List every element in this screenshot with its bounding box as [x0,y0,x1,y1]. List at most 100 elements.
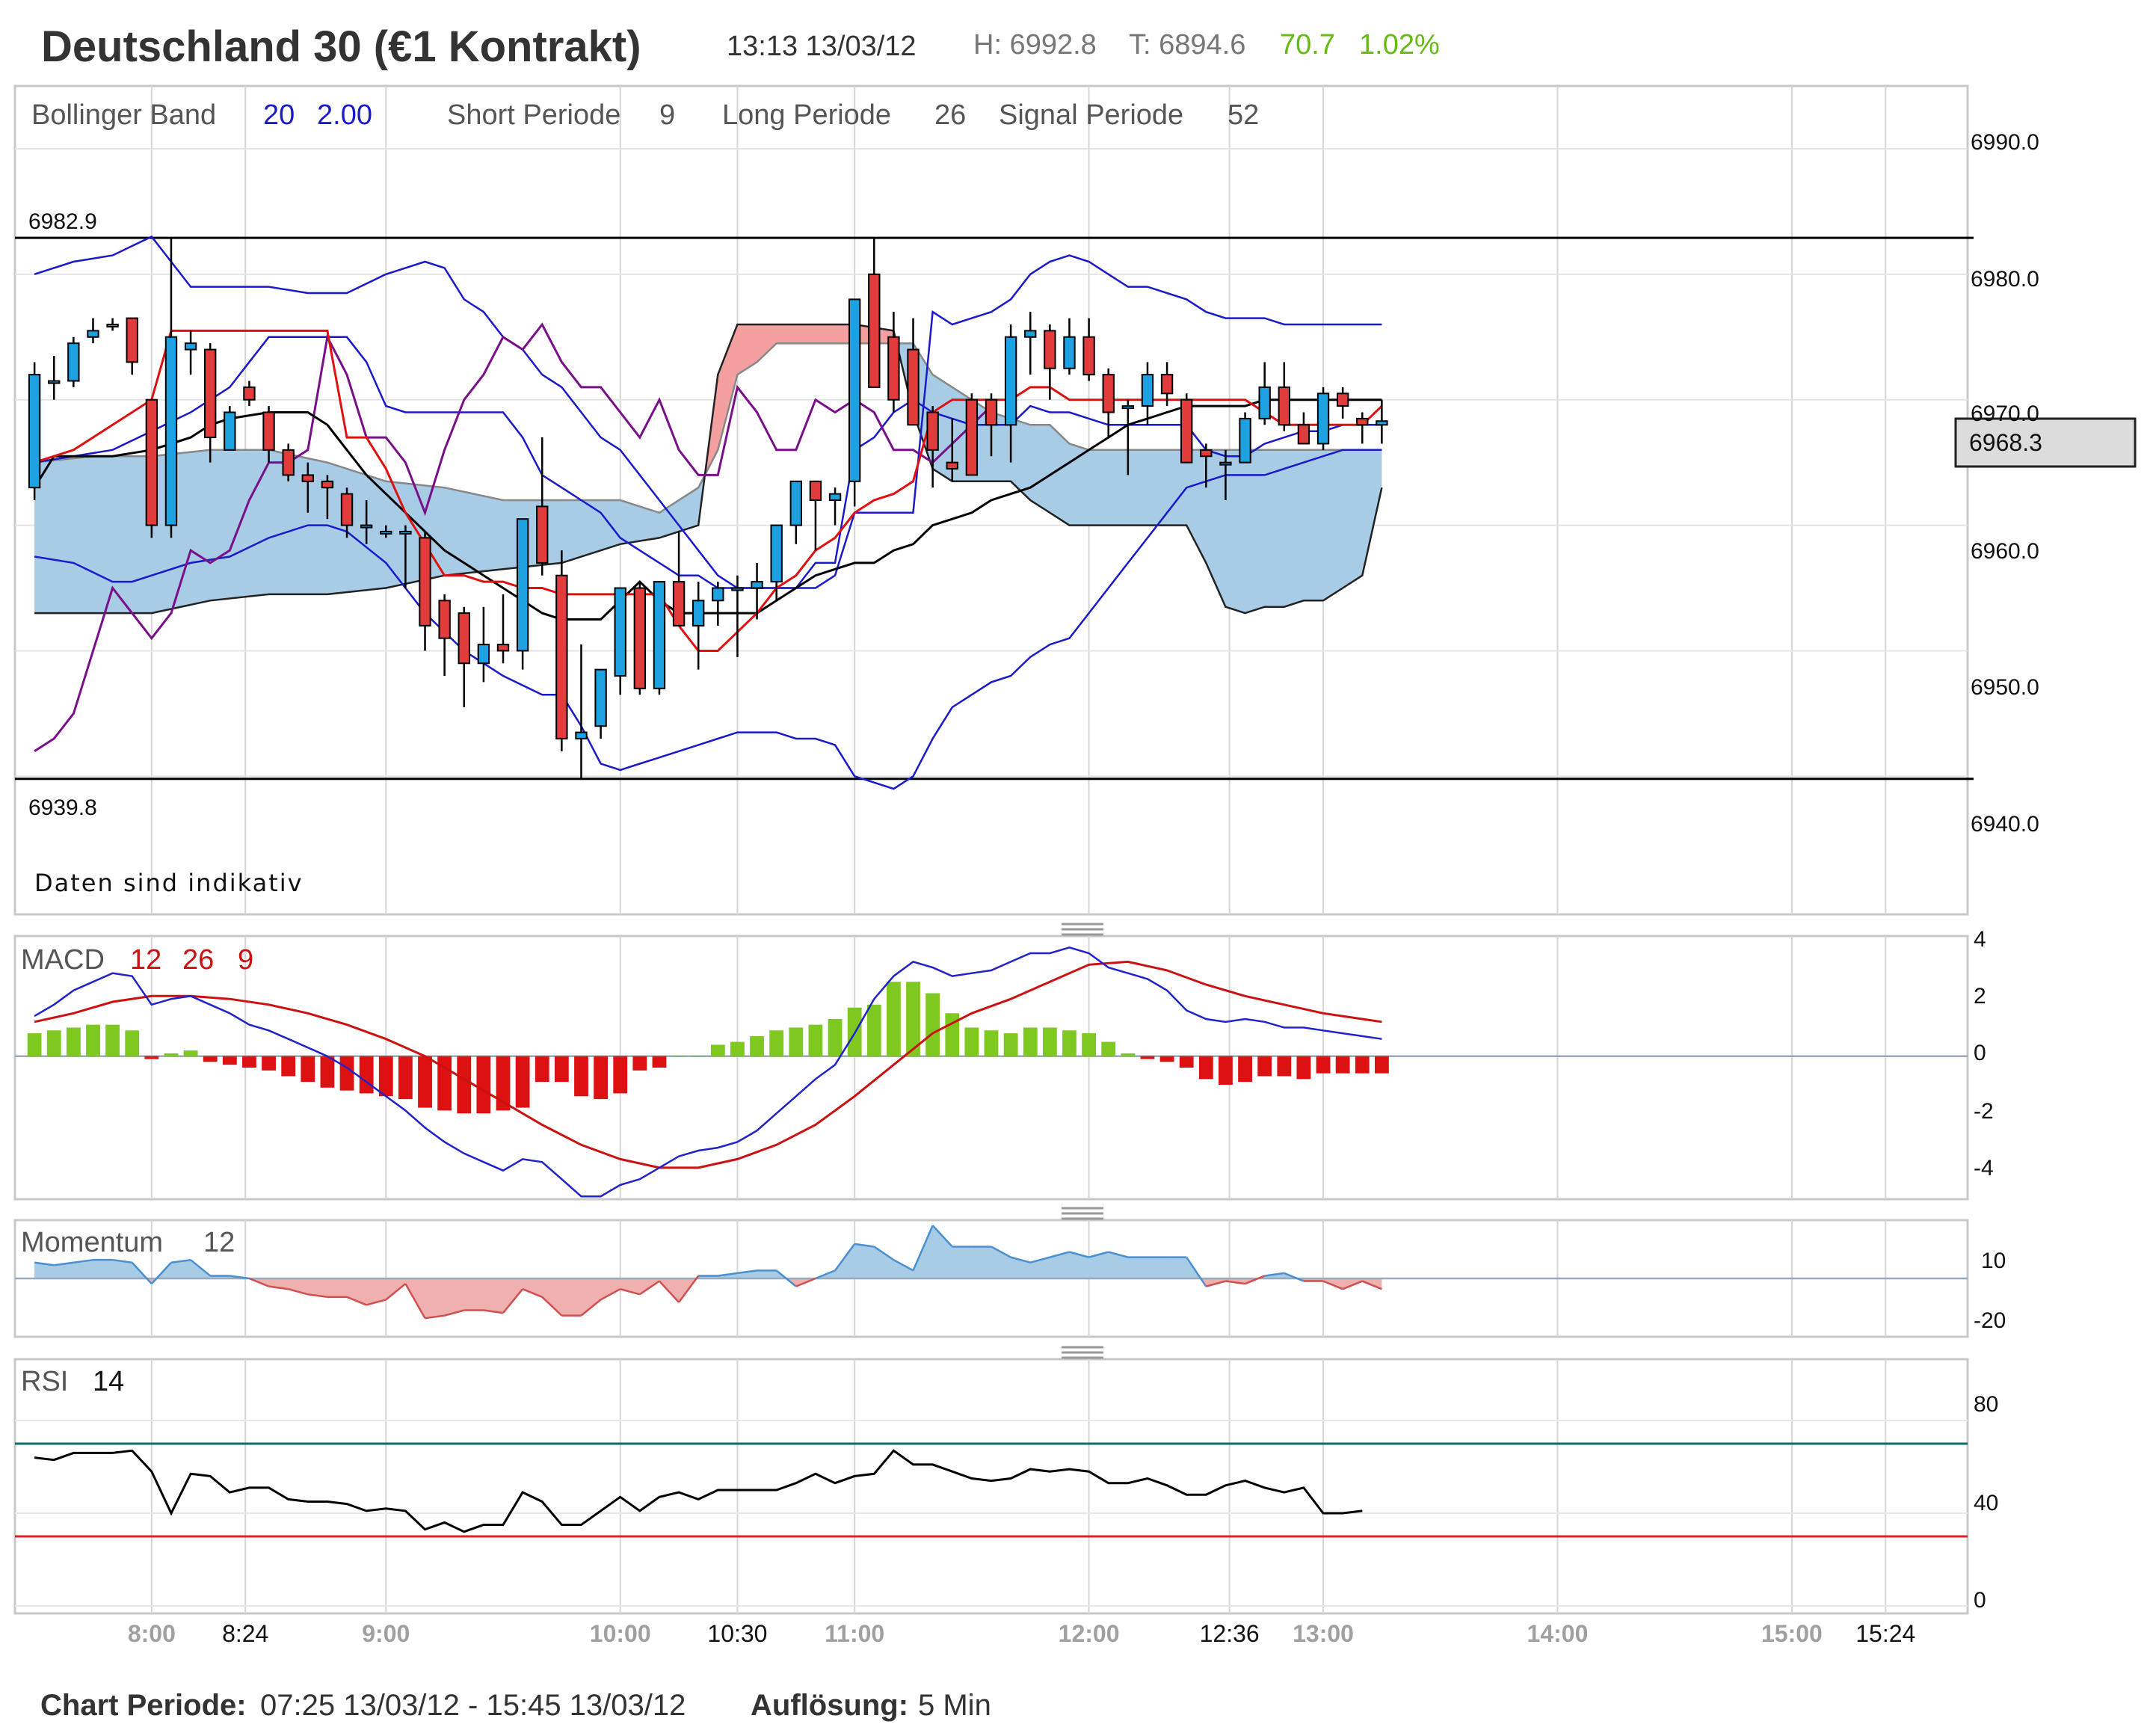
price-tick: 6980.0 [1971,267,2039,292]
momentum-line-segment [73,1258,93,1263]
header-datetime: 13:13 13/03/12 [727,31,917,62]
macd-tick: 0 [1974,1041,1986,1065]
momentum-line-segment [1245,1275,1266,1285]
macd-histogram-bar [1023,1027,1038,1056]
candle [887,312,900,413]
candle-body [1063,336,1076,369]
momentum-line-segment [1186,1256,1207,1287]
macd-histogram-bar [281,1056,296,1077]
header-low: T: 6894.6 [1129,29,1245,61]
candle-body [946,461,958,470]
macd-histogram-bar [632,1056,647,1071]
momentum-line-segment [444,1309,465,1317]
candle [1141,362,1154,425]
chart-period-label: Chart Periode: [40,1689,247,1722]
momentum-line-segment [912,1225,934,1271]
candle-body [106,323,119,327]
candle [1102,368,1115,438]
candle-body [1278,386,1290,426]
candle [48,355,61,400]
momentum-line-segment [34,1261,55,1266]
candle [126,317,138,375]
resize-handles[interactable] [1062,923,1103,1359]
momentum-line-segment [288,1287,309,1296]
time-tick-label: 15:00 [1761,1620,1823,1647]
momentum-resize-handle[interactable] [1062,1207,1103,1220]
macd-histogram-bar [1374,1056,1389,1074]
candle [380,525,392,538]
candle [106,318,119,331]
macd-histogram-bar [750,1035,764,1056]
momentum-negative-area [249,1278,697,1319]
rsi-resize-handle[interactable] [1062,1346,1103,1359]
tenkan-sen-line [34,329,1383,652]
momentum-line-segment [230,1275,250,1280]
macd-resize-handle[interactable] [1062,923,1103,936]
macd-legend: MACD 12 26 9 [21,944,253,976]
momentum-line-segment [815,1269,836,1280]
candle-body [1258,386,1271,419]
candle [965,393,979,476]
candle [789,480,802,544]
macd-histogram-bar [925,993,940,1056]
time-tick-label: 12:36 [1200,1620,1260,1647]
candle-body [87,330,99,338]
candle-body [380,530,392,535]
candle [985,393,998,457]
momentum-line-segment [1342,1280,1363,1290]
macd-histogram-bar [496,1056,511,1111]
candle-body [301,474,314,482]
cloud-bullish [34,449,706,614]
indicator-legend: Bollinger Band 20 2.00 Short Periode 9 L… [31,99,1259,131]
macd-histogram-bar [1101,1041,1116,1056]
candle-body [282,449,295,476]
candle [301,462,314,513]
header-change-pct: 1.02% [1359,29,1440,61]
candle [1376,399,1388,444]
macd-histogram-bar [613,1056,628,1094]
candle [828,487,842,526]
candle [555,550,568,751]
macd-tick: -2 [1974,1099,1994,1124]
macd-histogram-bar [1140,1056,1155,1059]
macd-histogram-bar [886,982,901,1056]
momentum-line-segment [131,1261,153,1284]
macd-histogram-bar [125,1030,140,1056]
macd-label: MACD [21,944,105,976]
candle-body [1180,398,1193,464]
macd-histogram-bar [418,1056,432,1108]
momentum-line-segment [1322,1280,1343,1290]
momentum-line-segment [620,1287,641,1296]
candle [262,406,275,463]
macd-histogram-bar [86,1024,100,1056]
macd-histogram-bar [554,1056,569,1083]
macd-histogram-bar [1062,1030,1076,1056]
candle-body [731,587,744,591]
momentum-negative-area [1201,1278,1258,1287]
header-change: 70.7 [1280,29,1335,61]
candle [1356,412,1369,444]
macd-histogram-bar [1042,1027,1057,1056]
momentum-line-segment [150,1261,172,1284]
momentum-line-segment [1361,1280,1382,1290]
macd-histogram-bar [359,1056,374,1094]
macd-histogram-bar [574,1056,588,1097]
momentum-line-segment [502,1288,524,1314]
macd-histogram-bar [1296,1056,1311,1080]
momentum-line-segment [1029,1256,1050,1263]
candle-body [868,273,881,388]
candle-body [438,600,451,639]
candle [712,582,724,626]
candle [1180,393,1193,464]
rsi-period: 14 [93,1366,124,1397]
macd-histogram-bar [1121,1053,1136,1056]
macd-histogram-bar [828,1018,843,1056]
rsi-tick: 80 [1974,1392,1998,1417]
momentum-line-segment [834,1243,856,1272]
candle [1278,362,1290,431]
candle-body [164,336,178,526]
candle-body [1219,461,1232,466]
macd-histogram-bar [691,1056,706,1057]
candle-body [692,600,705,627]
